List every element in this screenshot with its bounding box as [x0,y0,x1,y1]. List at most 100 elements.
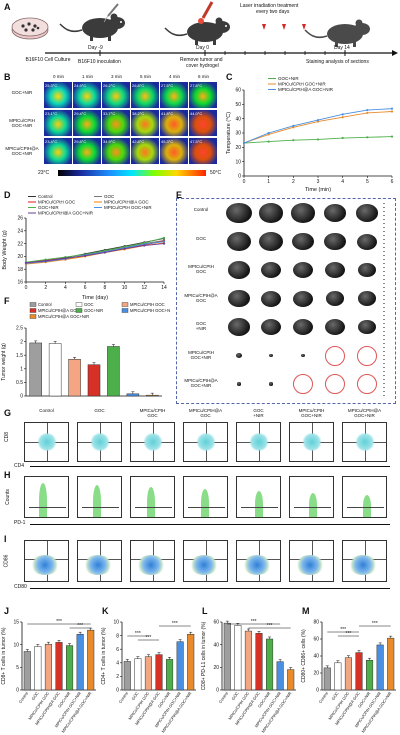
tumor-sample [228,289,250,308]
flow-y-label-counts: Counts [4,489,11,505]
significance-label: *** [135,631,141,637]
thermal-temp-label: 42.8°C [132,139,145,144]
tumor-sample [259,231,283,252]
panel-b-thermal-images: 0 min 1 min 3 min 5 min 4 min 6 min GOC+NIR 25.… [0,72,222,190]
thermal-scale-max: 50°C [210,170,222,176]
flow-histogram-pd1 [77,476,122,518]
ruler [383,203,385,399]
flow-histogram-pd1 [24,476,69,518]
flow-plot-cd80-cd86 [183,540,228,582]
flow-plot-cd4-cd8 [289,422,334,462]
y-tick-label: 18 [17,267,23,273]
panel-label-l: L [202,606,208,616]
tumor-sample [292,232,314,251]
gate-line [241,507,278,508]
bar [68,359,81,397]
flow-histogram-pd1 [236,476,281,518]
bar [366,660,374,691]
legend-label: MPtCu/CPtH@A GOC+NIR [38,211,94,216]
legend-label: Control [38,194,53,199]
data-point [123,247,126,250]
y-tick-label: 20 [17,254,23,260]
legend-label: MPtCu/CPtH@A GOC+NIR [38,314,89,319]
x-tick-label: 2 [292,179,295,185]
histogram-peak [39,483,47,517]
flow-plot-cd4-cd8 [24,422,69,462]
tumor-absent-circle [325,374,345,394]
thermal-image-cell: 38.2°C [131,110,159,136]
flow-plot-cd80-cd86 [77,540,122,582]
y-axis-label: Body Weight (g) [2,230,8,270]
tumor-sample [358,291,376,306]
bar [23,651,31,691]
bar [123,661,131,691]
histogram-peak [201,489,209,517]
thermal-image-cell: 26.8°C [131,82,159,108]
population-cluster [302,433,322,451]
gate-line [135,507,172,508]
tumor-sample [356,204,378,222]
x-tick-label: Control [18,691,30,705]
hydrogel-syringe-icon [198,1,214,24]
label-day14: Day 14 [334,45,350,51]
legend-label: GOC+NIR [278,76,299,81]
bar [144,656,152,691]
flow-plot-cd4-cd8 [342,422,387,462]
tumor-absent-circle [357,345,377,366]
tumor-sample [237,382,241,386]
y-tick-label: 1 [20,367,23,373]
legend-swatch [75,308,83,313]
thermal-image-cell: 29.8°C [73,138,101,164]
thermal-temp-label: 26.8°C [132,83,145,88]
thermal-row-label: MPtCu/CPtH GOC+NIR [9,118,35,128]
thermal-image-cell: 41.8°C [160,110,188,136]
y-tick-label: 8 [116,633,119,639]
x-tick-label: GOC [130,691,139,701]
label-remove1: Remove tumor and [180,57,223,63]
y-tick-label: 0 [20,394,23,400]
panel-label-k: K [102,606,109,616]
thermal-scale-min: 23°C [38,170,50,176]
legend-label: Control [38,302,52,307]
bar [146,394,159,397]
y-tick-label: 40 [235,116,241,122]
panel-j-cd8-chart: 0 5 10 15 CD8+ T cells in tumor (%) Control GO… [1,619,96,734]
tumor-sample [228,318,250,336]
flow-column-label: GOC [94,408,105,413]
bar [66,645,74,691]
label-laser2: every two days [256,9,290,15]
tumor-sample [259,203,283,223]
thermal-temp-label: 27.5°C [161,83,174,88]
data-point [242,141,246,145]
y-axis-label: CD80+ CD86+ cells (%) [301,629,307,683]
flow-column-label: Control [39,408,54,413]
bar [387,637,395,691]
bar [187,633,195,691]
panel-i-flow-cd80-cd86: CD86 CD80 [0,536,400,598]
panel-label-b: B [4,72,11,82]
histogram-peak [309,493,317,517]
population-cluster [296,555,324,575]
data-point [292,124,295,127]
y-tick-label: 50 [235,102,241,108]
panel-label-e: E [176,190,183,200]
data-point [366,111,369,115]
x-axis-label: Time (min) [305,187,331,192]
flow-x-arrow-line [30,466,390,467]
legend-label: MPtCu/CPtH GOC+NIR [104,205,152,210]
panel-k-cd4-chart: 0 2 4 6 8 10 CD4+ T cells in tumor (%) Control G… [101,620,196,734]
significance-label: *** [77,623,83,629]
panel-a-schematic [11,1,398,56]
y-tick-label: 20 [235,145,241,151]
tumor-sample [261,262,281,278]
histogram-peak [147,487,155,517]
x-tick-label: 4 [64,285,67,291]
thermal-image-cell: 45.3°C [160,138,188,164]
legend-label: MPtCu/CPtH@A GOC [38,308,79,313]
thermal-image-cell: 29.4°C [73,110,101,136]
flow-plot-cd80-cd86 [130,540,175,582]
data-point [292,139,295,142]
tumor-row-label: MPtCu/CPtH GOC [188,264,214,274]
tumor-sample [293,262,313,278]
y-tick-label: 2 [20,339,23,345]
